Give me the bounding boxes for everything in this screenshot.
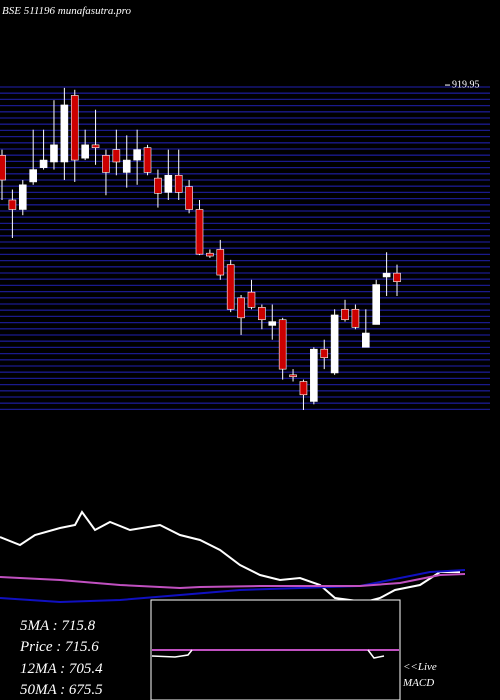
candle-body <box>268 321 277 326</box>
indicator-label: MACD <box>402 677 434 689</box>
candle-body <box>278 319 287 370</box>
candle-body <box>351 308 360 328</box>
candle-body <box>50 144 58 163</box>
candle-body <box>216 249 225 276</box>
candle-body <box>330 314 339 374</box>
candle-body <box>195 209 204 255</box>
candle-body <box>164 174 173 193</box>
candle-body <box>122 159 131 173</box>
y-tick-label: 919.95 <box>452 79 480 90</box>
candles <box>0 87 401 410</box>
candle-body <box>362 332 370 348</box>
candle-body <box>382 272 391 278</box>
candle-body <box>393 272 401 283</box>
chart-title: BSE 511196 munafasutra.pro <box>2 5 132 17</box>
stat-50ma: 50MA : 675.5 <box>20 682 103 698</box>
candle-body <box>154 177 162 194</box>
candle-body <box>133 149 141 161</box>
macd-line <box>151 649 193 658</box>
candle-body <box>91 144 100 149</box>
candle-body <box>341 308 349 321</box>
candle-body <box>18 184 27 210</box>
candle-body <box>185 186 193 210</box>
candle-body <box>81 144 89 159</box>
ma-line-blue <box>0 569 466 604</box>
stat-price: Price : 715.6 <box>19 639 99 655</box>
candle-body <box>258 307 266 321</box>
candle-body <box>60 104 69 163</box>
grid: 919.95 <box>0 79 490 411</box>
candle-body <box>29 169 37 183</box>
candle-body <box>112 149 121 163</box>
ma-line-white <box>0 510 460 604</box>
candle-body <box>247 291 256 308</box>
candle-body <box>310 348 318 402</box>
candle-body <box>289 374 297 378</box>
candle-body <box>237 297 245 319</box>
candle-body <box>0 155 6 181</box>
ma-line-magenta <box>0 573 466 590</box>
ma-panel <box>0 510 466 604</box>
stat-12ma: 12MA : 705.4 <box>20 661 103 677</box>
candle-body <box>320 348 329 359</box>
candle-body <box>39 159 48 168</box>
candle-body <box>143 147 152 173</box>
live-label: <<Live <box>403 661 437 673</box>
stat-5ma: 5MA : 715.8 <box>20 618 96 634</box>
candle-body <box>102 155 110 173</box>
candle-body <box>372 284 381 325</box>
candle-body <box>206 252 214 257</box>
candle-body <box>226 264 235 310</box>
macd-line <box>367 649 385 659</box>
candle-body <box>299 381 308 396</box>
candle-body <box>8 199 17 210</box>
candle-body <box>70 95 79 161</box>
candle-body <box>174 174 183 193</box>
